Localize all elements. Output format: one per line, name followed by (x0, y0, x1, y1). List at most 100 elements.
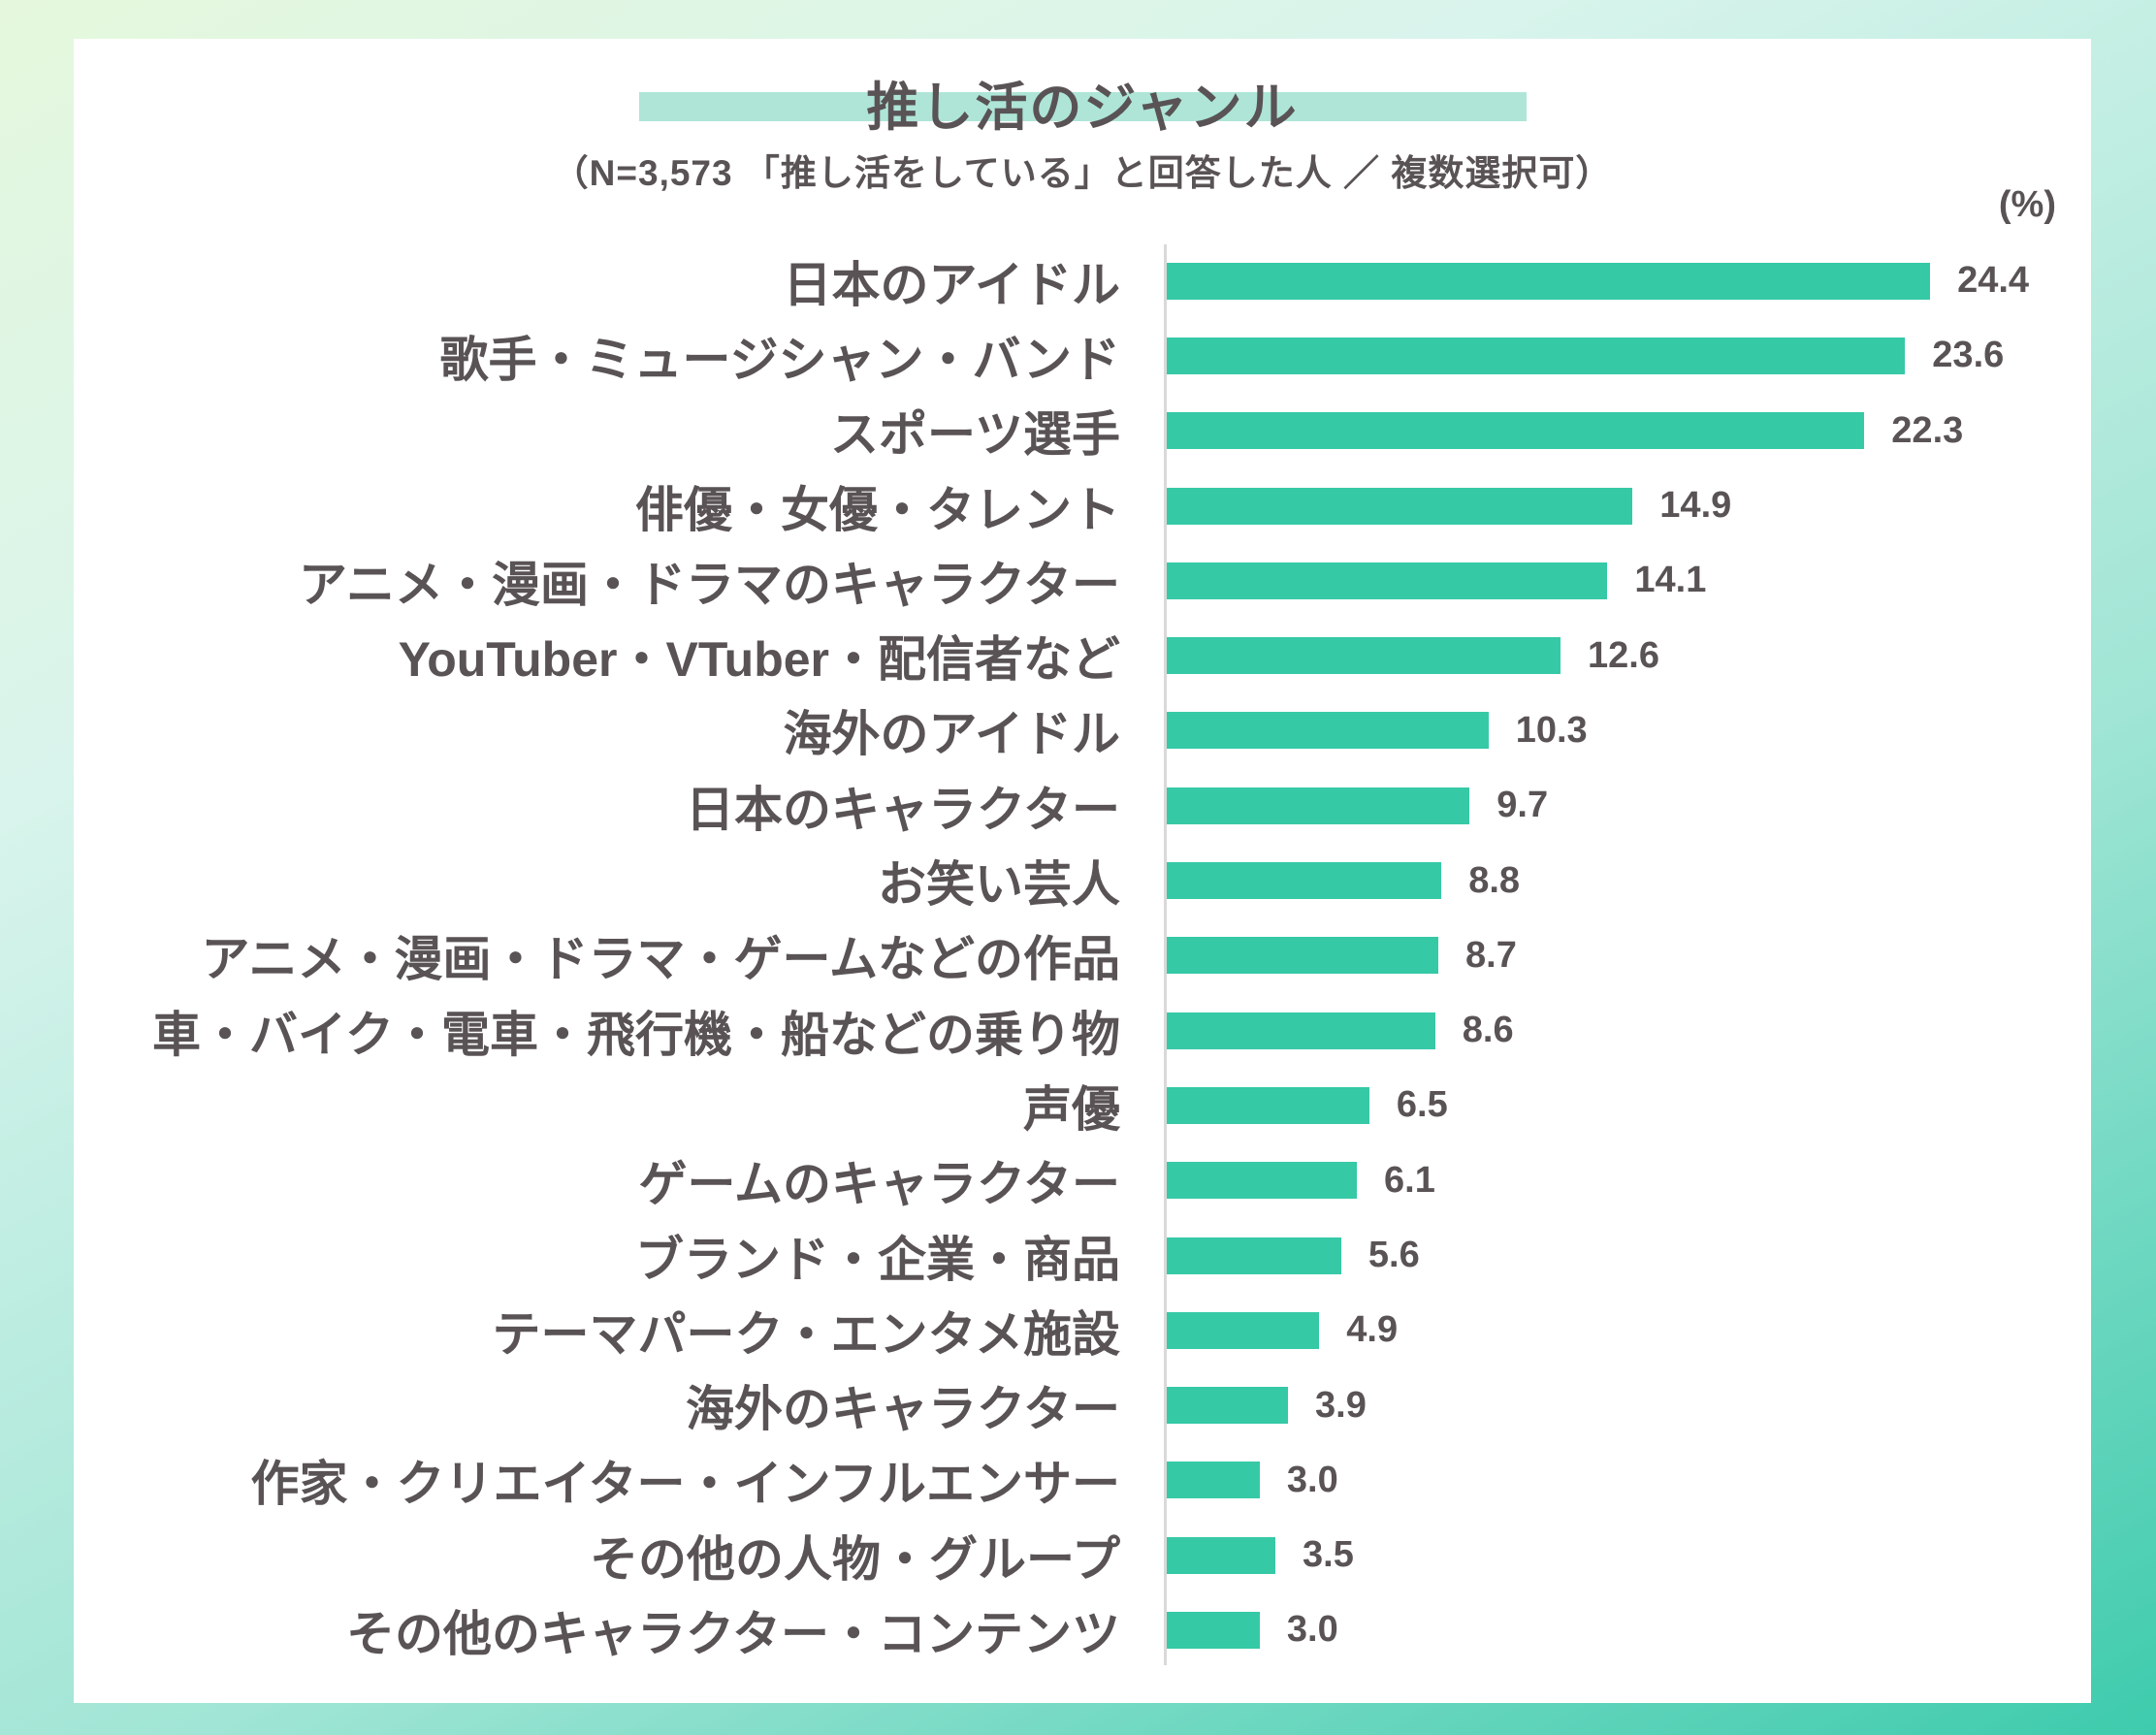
bar-area: 12.6 (1164, 618, 2091, 692)
bar (1166, 412, 1865, 450)
bar (1166, 862, 1442, 900)
chart-row: 歌手・ミュージシャン・バンド 23.6 (74, 318, 2091, 393)
value-label: 14.9 (1659, 485, 1732, 527)
value-label: 23.6 (1932, 335, 2005, 376)
bar (1166, 787, 1470, 824)
bar-area: 3.5 (1164, 1518, 2091, 1592)
chart-row: 海外のアイドル 10.3 (74, 693, 2091, 768)
bar-area: 8.7 (1164, 918, 2091, 993)
category-label: アニメ・漫画・ドラマ・ゲームなどの作品 (201, 932, 1121, 987)
category-label: YouTuber・VTuber・配信者など (398, 632, 1120, 688)
category-label: ブランド・企業・商品 (635, 1232, 1120, 1287)
bar (1166, 637, 1561, 675)
value-label: 6.1 (1384, 1159, 1435, 1201)
value-label: 3.9 (1315, 1384, 1367, 1426)
chart-row: お笑い芸人 8.8 (74, 843, 2091, 917)
category-label: その他の人物・グループ (590, 1531, 1120, 1587)
bar (1166, 562, 1608, 599)
bar-area: 24.4 (1164, 243, 2091, 318)
category-label: 声優 (1023, 1081, 1120, 1137)
bar (1166, 1311, 1320, 1349)
value-label: 9.7 (1496, 785, 1549, 826)
chart-row: 車・バイク・電車・飛行機・船などの乗り物 8.6 (74, 993, 2091, 1068)
category-axis-line (1164, 244, 1167, 1665)
chart-row: アニメ・漫画・ドラマ・ゲームなどの作品 8.7 (74, 918, 2091, 993)
value-label: 10.3 (1515, 709, 1588, 751)
bar-area: 14.1 (1164, 543, 2091, 618)
bar (1166, 1387, 1288, 1425)
chart-row: アニメ・漫画・ドラマのキャラクター 14.1 (74, 543, 2091, 618)
value-label: 24.4 (1957, 260, 2030, 302)
chart-row: YouTuber・VTuber・配信者など 12.6 (74, 618, 2091, 692)
value-label: 8.8 (1468, 859, 1521, 901)
bar (1166, 937, 1438, 975)
bar (1166, 262, 1931, 300)
bar (1166, 487, 1633, 525)
title-highlight-bar (639, 92, 1527, 121)
category-label: その他のキャラクター・コンテンツ (346, 1606, 1120, 1661)
category-label: アニメ・漫画・ドラマのキャラクター (299, 557, 1120, 612)
chart-row: スポーツ選手 22.3 (74, 394, 2091, 468)
bar-chart: 日本のアイドル 24.4 歌手・ミュージシャン・バンド 23.6 スポーツ選手 … (74, 243, 2091, 1668)
category-label: 海外のアイドル (783, 707, 1121, 762)
bar-area: 22.3 (1164, 394, 2091, 468)
value-label: 12.6 (1588, 634, 1659, 676)
bar (1166, 1611, 1260, 1649)
bar-area: 14.9 (1164, 468, 2091, 543)
value-label: 3.5 (1303, 1534, 1354, 1576)
bar-area: 8.6 (1164, 993, 2091, 1068)
category-label: スポーツ選手 (830, 407, 1120, 463)
chart-row: 海外のキャラクター 3.9 (74, 1367, 2091, 1442)
bar-area: 10.3 (1164, 693, 2091, 768)
value-label: 3.0 (1286, 1609, 1338, 1651)
chart-row: 俳優・女優・タレント 14.9 (74, 468, 2091, 543)
category-label: 日本のアイドル (783, 257, 1121, 312)
chart-row: 作家・クリエイター・インフルエンサー 3.0 (74, 1443, 2091, 1518)
bar-area: 4.9 (1164, 1293, 2091, 1367)
chart-row: 声優 6.5 (74, 1068, 2091, 1142)
bar (1166, 1462, 1260, 1499)
value-label: 6.5 (1396, 1084, 1448, 1126)
bar (1166, 1237, 1341, 1274)
bar (1166, 1012, 1435, 1049)
category-label: 日本のキャラクター (686, 782, 1120, 837)
category-label: 俳優・女優・タレント (635, 482, 1120, 537)
chart-row: その他の人物・グループ 3.5 (74, 1518, 2091, 1592)
bar-area: 3.9 (1164, 1367, 2091, 1442)
category-label: 車・バイク・電車・飛行機・船などの乗り物 (152, 1007, 1120, 1062)
chart-row: ブランド・企業・商品 5.6 (74, 1218, 2091, 1293)
chart-subtitle: （N=3,573 「推し活をしている」と回答した人 ／ 複数選択可） (552, 153, 1613, 193)
bar (1166, 1086, 1369, 1124)
bar-area: 3.0 (1164, 1592, 2091, 1667)
chart-card: 推し活のジャンル （N=3,573 「推し活をしている」と回答した人 ／ 複数選… (74, 39, 2091, 1703)
chart-row: ゲームのキャラクター 6.1 (74, 1143, 2091, 1218)
bar-area: 5.6 (1164, 1218, 2091, 1293)
value-label: 22.3 (1891, 409, 1964, 451)
category-label: 作家・クリエイター・インフルエンサー (250, 1457, 1121, 1512)
category-label: 海外のキャラクター (686, 1382, 1120, 1437)
chart-row: テーマパーク・エンタメ施設 4.9 (74, 1293, 2091, 1367)
value-label: 3.0 (1286, 1459, 1338, 1500)
category-label: ゲームのキャラクター (638, 1157, 1121, 1212)
bar (1166, 337, 1906, 374)
value-label: 4.9 (1346, 1309, 1399, 1351)
chart-row: 日本のアイドル 24.4 (74, 243, 2091, 318)
unit-percent-label: (%) (1998, 184, 2056, 225)
category-label: テーマパーク・エンタメ施設 (492, 1306, 1121, 1362)
category-label: 歌手・ミュージシャン・バンド (439, 332, 1121, 387)
bar-area: 8.8 (1164, 843, 2091, 917)
bar (1166, 712, 1489, 750)
bar-area: 9.7 (1164, 768, 2091, 843)
chart-title: 推し活のジャンル (866, 79, 1299, 137)
value-label: 8.7 (1465, 934, 1517, 976)
bar-area: 3.0 (1164, 1443, 2091, 1518)
bar-area: 6.1 (1164, 1143, 2091, 1218)
bar-area: 23.6 (1164, 318, 2091, 393)
bar (1166, 1162, 1357, 1200)
category-label: お笑い芸人 (878, 857, 1120, 913)
value-label: 5.6 (1368, 1235, 1420, 1275)
value-label: 8.6 (1462, 1010, 1514, 1051)
bar (1166, 1536, 1275, 1574)
chart-row: 日本のキャラクター 9.7 (74, 768, 2091, 843)
